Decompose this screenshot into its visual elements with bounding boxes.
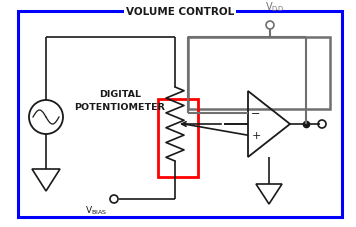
Text: POTENTIOMETER: POTENTIOMETER — [74, 103, 166, 112]
Text: +: + — [251, 131, 261, 141]
Text: $\rm V_{BIAS}$: $\rm V_{BIAS}$ — [85, 204, 107, 217]
Text: $\rm V_{DD}$: $\rm V_{DD}$ — [265, 0, 283, 14]
Bar — [158, 100, 198, 177]
Bar — [188, 38, 330, 109]
Text: DIGITAL: DIGITAL — [99, 90, 141, 99]
Text: VOLUME CONTROL: VOLUME CONTROL — [126, 7, 234, 17]
Text: −: − — [251, 108, 261, 118]
